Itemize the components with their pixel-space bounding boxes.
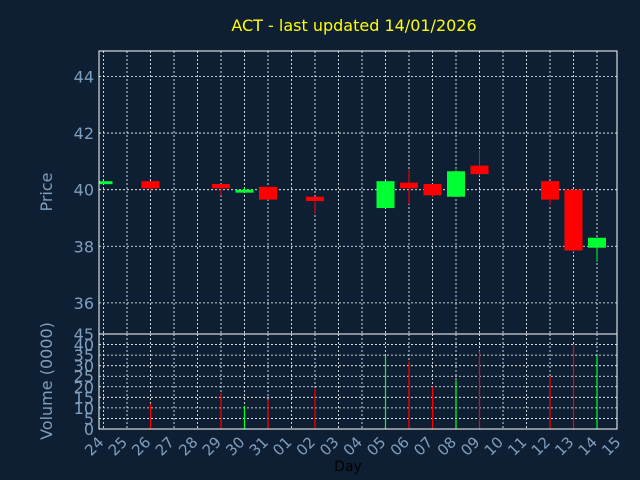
volume-gridlines xyxy=(99,334,617,429)
volume-tick-label: 40 xyxy=(74,336,94,355)
candle xyxy=(400,169,418,204)
chart-title: ACT - last updated 14/01/2026 xyxy=(231,16,476,35)
day-tick-label: 14 xyxy=(575,433,601,459)
price-axis-label: Price xyxy=(37,172,56,211)
volume-bars xyxy=(149,344,598,429)
volume-tick-label: 25 xyxy=(74,367,94,386)
day-tick-label: 04 xyxy=(340,433,366,459)
candle-body xyxy=(306,196,324,201)
volume-tick-label: 30 xyxy=(74,357,94,376)
candle xyxy=(259,186,277,200)
candle xyxy=(541,181,559,206)
candle xyxy=(447,169,465,197)
day-tick-label: 31 xyxy=(246,433,272,459)
price-tick-label: 44 xyxy=(74,67,94,86)
candle xyxy=(564,189,583,252)
candle-body xyxy=(564,189,583,251)
volume-tick-label: 45 xyxy=(74,325,94,344)
candle-body xyxy=(470,165,489,175)
day-tick-label: 07 xyxy=(410,433,436,459)
day-tick-label: 27 xyxy=(152,433,178,459)
price-tick-label: 38 xyxy=(74,237,94,256)
day-tick-label: 30 xyxy=(222,433,248,459)
day-tick-labels: 2425262728293031010203040506070809101112… xyxy=(81,433,624,459)
candle xyxy=(235,188,254,193)
price-gridlines xyxy=(99,51,617,334)
day-tick-label: 28 xyxy=(175,433,201,459)
day-tick-label: 09 xyxy=(457,433,483,459)
candle-body xyxy=(400,182,418,189)
candle xyxy=(306,196,324,214)
volume-tick-label: 20 xyxy=(74,378,94,397)
candle-body xyxy=(541,181,559,200)
price-tick-labels: 36 38 40 42 44 xyxy=(74,67,94,312)
day-tick-label: 26 xyxy=(128,433,154,459)
candle-body xyxy=(235,189,254,193)
day-tick-label: 08 xyxy=(434,433,460,459)
price-plot-frame xyxy=(98,50,618,335)
day-tick-label: 11 xyxy=(504,433,530,459)
candle-body xyxy=(141,181,160,189)
candle xyxy=(212,184,230,196)
candle-body xyxy=(212,184,230,189)
day-tick-label: 02 xyxy=(293,433,319,459)
candle xyxy=(141,181,160,190)
day-tick-label: 01 xyxy=(269,433,295,459)
candle xyxy=(470,150,489,176)
day-tick-label: 05 xyxy=(363,433,389,459)
day-tick-label: 29 xyxy=(199,433,225,459)
price-tick-label: 40 xyxy=(74,181,94,200)
volume-axis-label: Volume (0000) xyxy=(37,322,56,440)
price-tick-label: 42 xyxy=(74,124,94,143)
day-tick-label: 13 xyxy=(551,433,577,459)
volume-tick-label: 35 xyxy=(74,346,94,365)
candle-body xyxy=(423,184,442,196)
day-tick-label: 12 xyxy=(528,433,554,459)
price-candles xyxy=(99,150,606,262)
candle-body xyxy=(447,171,465,197)
day-tick-label: 03 xyxy=(316,433,342,459)
volume-tick-label: 5 xyxy=(84,409,94,428)
candle-body xyxy=(259,186,277,200)
candle-body xyxy=(99,181,113,185)
candle-body xyxy=(588,237,606,248)
day-tick-label: 15 xyxy=(598,433,624,459)
volume-plot-frame xyxy=(98,333,618,430)
candle xyxy=(423,184,442,197)
day-tick-label: 25 xyxy=(105,433,131,459)
day-tick-label: 06 xyxy=(387,433,413,459)
candle xyxy=(376,181,395,209)
volume-tick-label: 10 xyxy=(74,399,94,418)
day-axis-label: Day xyxy=(334,459,362,475)
candle xyxy=(99,181,113,185)
candle-body xyxy=(376,181,395,209)
price-tick-label: 36 xyxy=(74,294,94,313)
volume-tick-label: 0 xyxy=(84,420,94,439)
candle xyxy=(588,237,606,262)
volume-tick-label: 15 xyxy=(74,388,94,407)
day-tick-label: 10 xyxy=(481,433,507,459)
